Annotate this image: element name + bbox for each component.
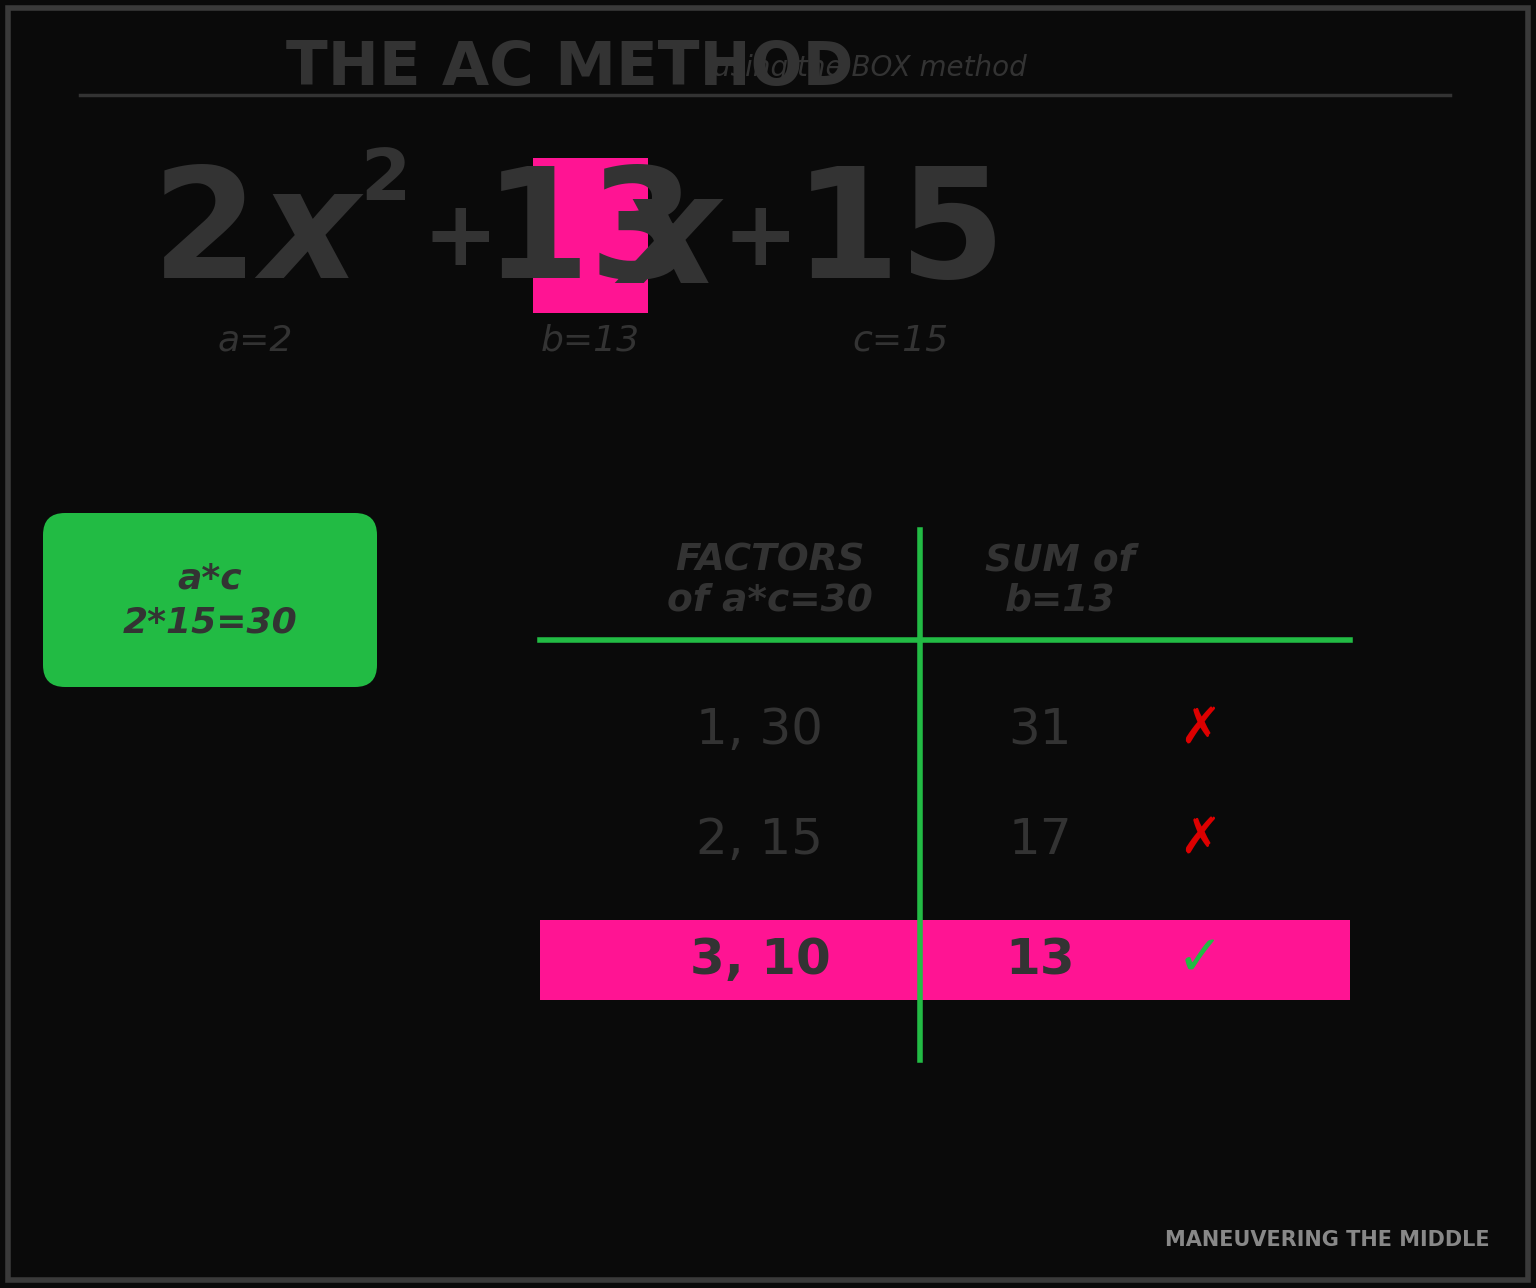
Text: 2*15=30: 2*15=30 [123,605,298,639]
FancyBboxPatch shape [43,513,376,687]
Text: x: x [261,161,359,309]
Text: b=13: b=13 [541,323,639,357]
Text: 13: 13 [484,161,696,309]
Text: 13: 13 [1005,936,1075,984]
Text: ✓: ✓ [1177,933,1223,987]
Text: a=2: a=2 [217,323,293,357]
Text: 1, 30: 1, 30 [696,706,823,753]
Text: ✗: ✗ [1180,817,1221,864]
Text: 2: 2 [359,146,410,215]
Text: using the BOX method: using the BOX method [713,54,1028,82]
Text: FACTORS: FACTORS [676,542,865,578]
Text: 3, 10: 3, 10 [690,936,831,984]
Text: 15: 15 [794,161,1006,309]
Text: a*c: a*c [178,562,243,595]
Text: c=15: c=15 [852,323,948,357]
Text: THE AC METHOD: THE AC METHOD [286,39,854,98]
Text: of a*c=30: of a*c=30 [667,582,872,618]
Text: 2: 2 [152,161,258,309]
Text: +: + [722,196,797,283]
Text: SUM of: SUM of [985,542,1135,578]
Text: 31: 31 [1008,706,1072,753]
Text: MANEUVERING THE MIDDLE: MANEUVERING THE MIDDLE [1166,1230,1490,1249]
FancyBboxPatch shape [541,920,1350,999]
Text: 17: 17 [1008,817,1072,864]
FancyBboxPatch shape [533,158,648,313]
Text: 2, 15: 2, 15 [696,817,823,864]
Text: x: x [621,165,719,314]
Text: ✗: ✗ [1180,706,1221,753]
Text: b=13: b=13 [1005,582,1115,618]
Text: +: + [422,196,498,283]
